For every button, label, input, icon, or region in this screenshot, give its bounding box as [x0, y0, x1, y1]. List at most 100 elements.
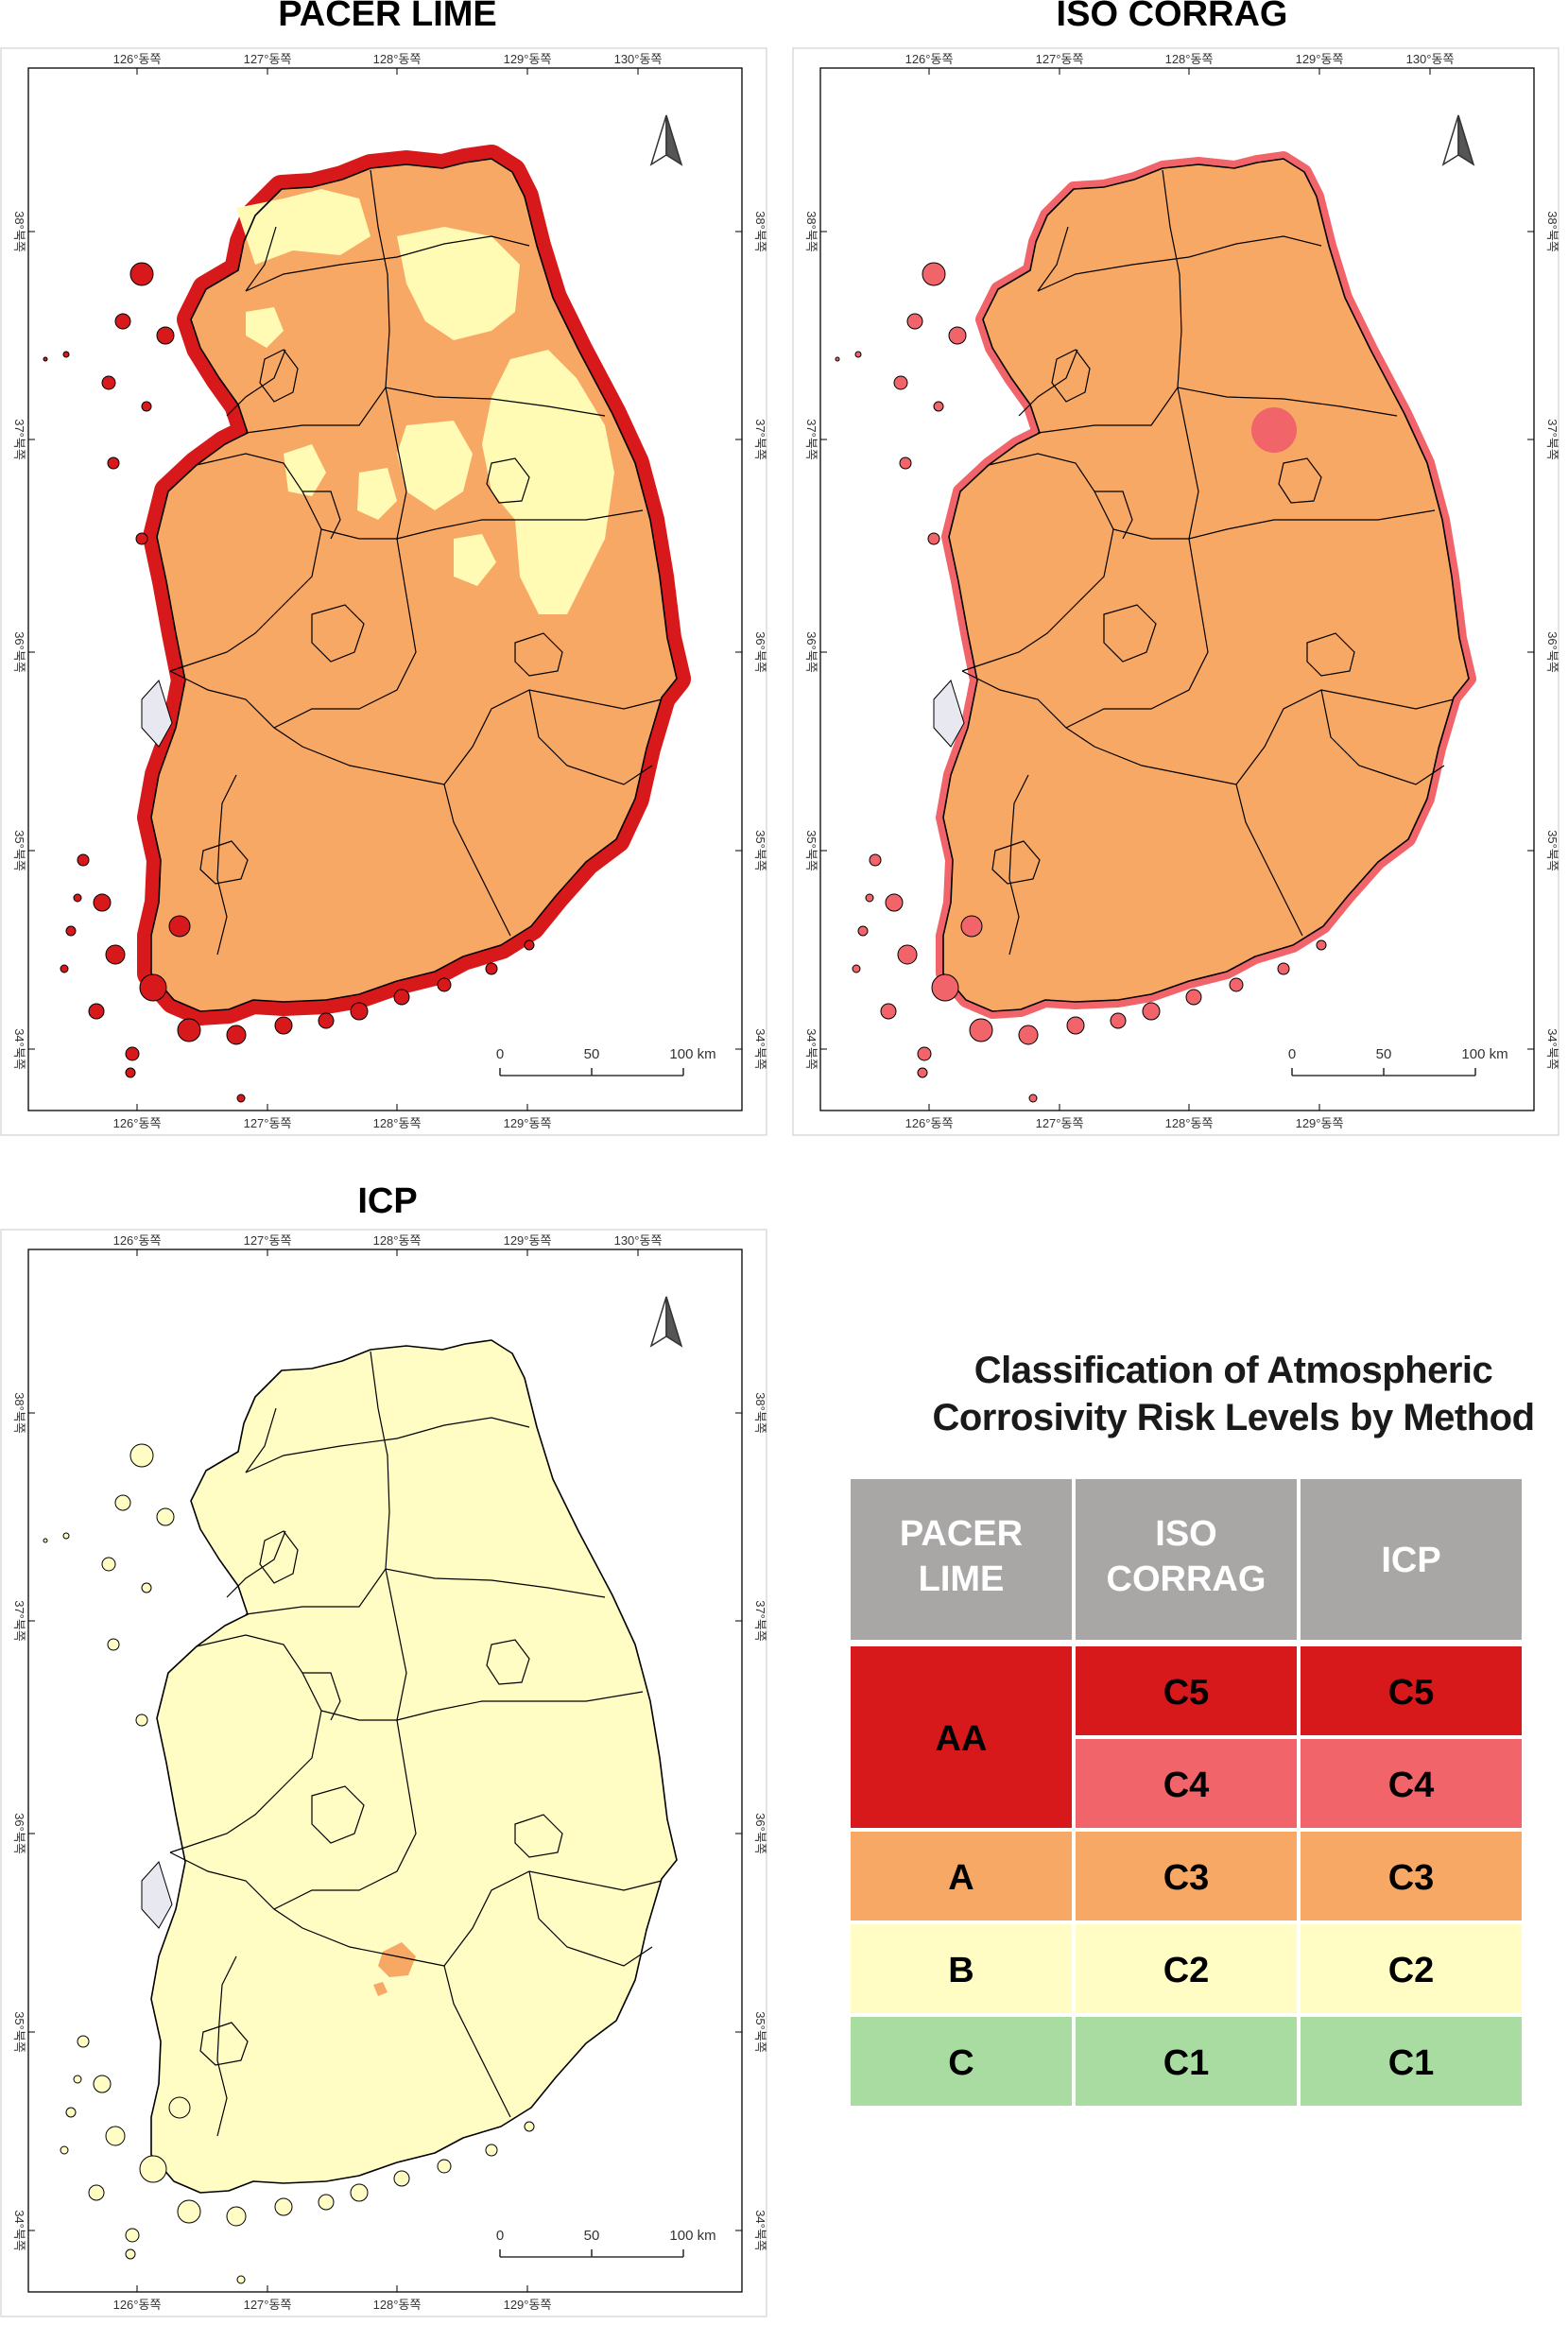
- latitude-label-left: 37°북쪽: [12, 419, 26, 460]
- island: [318, 2194, 335, 2211]
- legend-header-line: LIME: [919, 1559, 1005, 1599]
- island: [236, 1094, 246, 1103]
- province-border: [169, 1634, 322, 1853]
- province-border: [320, 509, 644, 540]
- longitude-label-bottom: 126°동쪽: [113, 2298, 162, 2312]
- island: [125, 2228, 140, 2243]
- scale-bar-label: 100 km: [1461, 1046, 1508, 1062]
- island: [865, 893, 874, 903]
- island: [114, 1494, 131, 1511]
- longitude-label-bottom: 129°동쪽: [504, 1116, 552, 1130]
- island: [857, 925, 869, 937]
- province-border: [273, 538, 417, 729]
- longitude-label-top: 128°동쪽: [373, 1233, 422, 1248]
- latitude-label-left: 35°북쪽: [12, 830, 26, 871]
- province-border: [216, 1955, 237, 2137]
- province-border: [245, 1568, 606, 1615]
- longitude-label-bottom: 129°동쪽: [1296, 1116, 1344, 1130]
- province-border: [1320, 689, 1445, 785]
- legend-header-line: PACER: [900, 1514, 1023, 1554]
- island: [1028, 1094, 1038, 1103]
- island: [1185, 989, 1202, 1006]
- island: [93, 2075, 112, 2093]
- legend-iso-label: C3: [1163, 1858, 1210, 1898]
- island: [65, 925, 77, 937]
- island: [62, 1532, 70, 1540]
- province-border: [273, 1719, 417, 1910]
- city-boundary: [486, 457, 530, 504]
- legend-header-line: ICP: [1381, 1541, 1440, 1580]
- province-border: [245, 1417, 530, 1473]
- island: [65, 2107, 77, 2118]
- latitude-label-left: 34°북쪽: [12, 1028, 26, 1070]
- longitude-label-bottom: 127°동쪽: [244, 1116, 292, 1130]
- map-svg: 126°동쪽 127°동쪽 128°동쪽 129°동쪽 130°동쪽 126°동쪽 127°…: [792, 47, 1559, 1136]
- island: [350, 2183, 369, 2202]
- island: [73, 2075, 82, 2084]
- province-border: [961, 670, 1237, 785]
- legend-cell-iso: [1076, 1646, 1297, 1735]
- legend-cell-iso: [1076, 1832, 1297, 1920]
- latitude-label-right: 38°북쪽: [753, 1392, 767, 1434]
- island: [393, 989, 410, 1006]
- island: [318, 1012, 335, 1029]
- longitude-label-top: 130°동쪽: [614, 1233, 663, 1248]
- city-boundary: [1278, 457, 1322, 504]
- province-border: [245, 387, 606, 434]
- province-border: [1037, 387, 1398, 434]
- province-border: [1008, 774, 1029, 956]
- inland-low-risk-patch: [357, 468, 397, 520]
- province-border: [1235, 784, 1303, 937]
- island: [897, 944, 918, 965]
- island: [226, 2206, 247, 2227]
- island: [125, 1067, 136, 1078]
- north-arrow-icon: [649, 1296, 683, 1348]
- city-boundary: [311, 1785, 365, 1844]
- island: [1142, 1002, 1161, 1021]
- latitude-label-right: 37°북쪽: [753, 419, 767, 460]
- island: [524, 2121, 535, 2132]
- island: [114, 313, 131, 330]
- island: [139, 2155, 167, 2183]
- island: [156, 326, 175, 345]
- longitude-label-top: 128°동쪽: [373, 52, 422, 66]
- island: [125, 2248, 136, 2260]
- island: [485, 962, 498, 975]
- island: [156, 1507, 175, 1526]
- inland-low-risk-patch: [482, 350, 614, 614]
- island: [893, 375, 908, 390]
- legend-header-label: ISO CORRAG: [1107, 1514, 1266, 1599]
- scale-bar-label: 0: [496, 1046, 504, 1062]
- island: [948, 326, 967, 345]
- province-border: [385, 1568, 407, 1721]
- legend-cell-icp: [1301, 1832, 1522, 1920]
- longitude-label-top: 130°동쪽: [1406, 52, 1455, 66]
- island: [906, 313, 923, 330]
- latitude-label-right: 36°북쪽: [753, 631, 767, 673]
- legend-pacer-label: B: [948, 1951, 974, 1990]
- latitude-label-left: 35°북쪽: [12, 2011, 26, 2053]
- legend-header-cell: [1076, 1479, 1297, 1640]
- city-boundary: [199, 840, 249, 885]
- longitude-label-bottom: 129°동쪽: [504, 2298, 552, 2312]
- island: [922, 262, 946, 286]
- city-boundary: [514, 1814, 563, 1858]
- latitude-label-left: 36°북쪽: [12, 631, 26, 673]
- province-border: [1018, 349, 1078, 417]
- city-boundary: [311, 604, 365, 663]
- longitude-label-bottom: 127°동쪽: [244, 2298, 292, 2312]
- island: [129, 262, 154, 286]
- north-arrow-icon: [649, 114, 683, 166]
- mainland-fill: [943, 159, 1469, 1011]
- latitude-label-right: 35°북쪽: [1545, 830, 1559, 871]
- island: [869, 853, 882, 867]
- longitude-label-top: 129°동쪽: [504, 1233, 552, 1248]
- legend-header-label: PACER LIME: [900, 1514, 1023, 1599]
- island: [854, 351, 862, 358]
- latitude-label-left: 37°북쪽: [804, 419, 818, 460]
- island: [437, 977, 452, 992]
- longitude-label-top: 126°동쪽: [113, 1233, 162, 1248]
- c4-circle-area: [1251, 407, 1297, 453]
- island: [60, 2145, 69, 2155]
- longitude-label-top: 127°동쪽: [244, 52, 292, 66]
